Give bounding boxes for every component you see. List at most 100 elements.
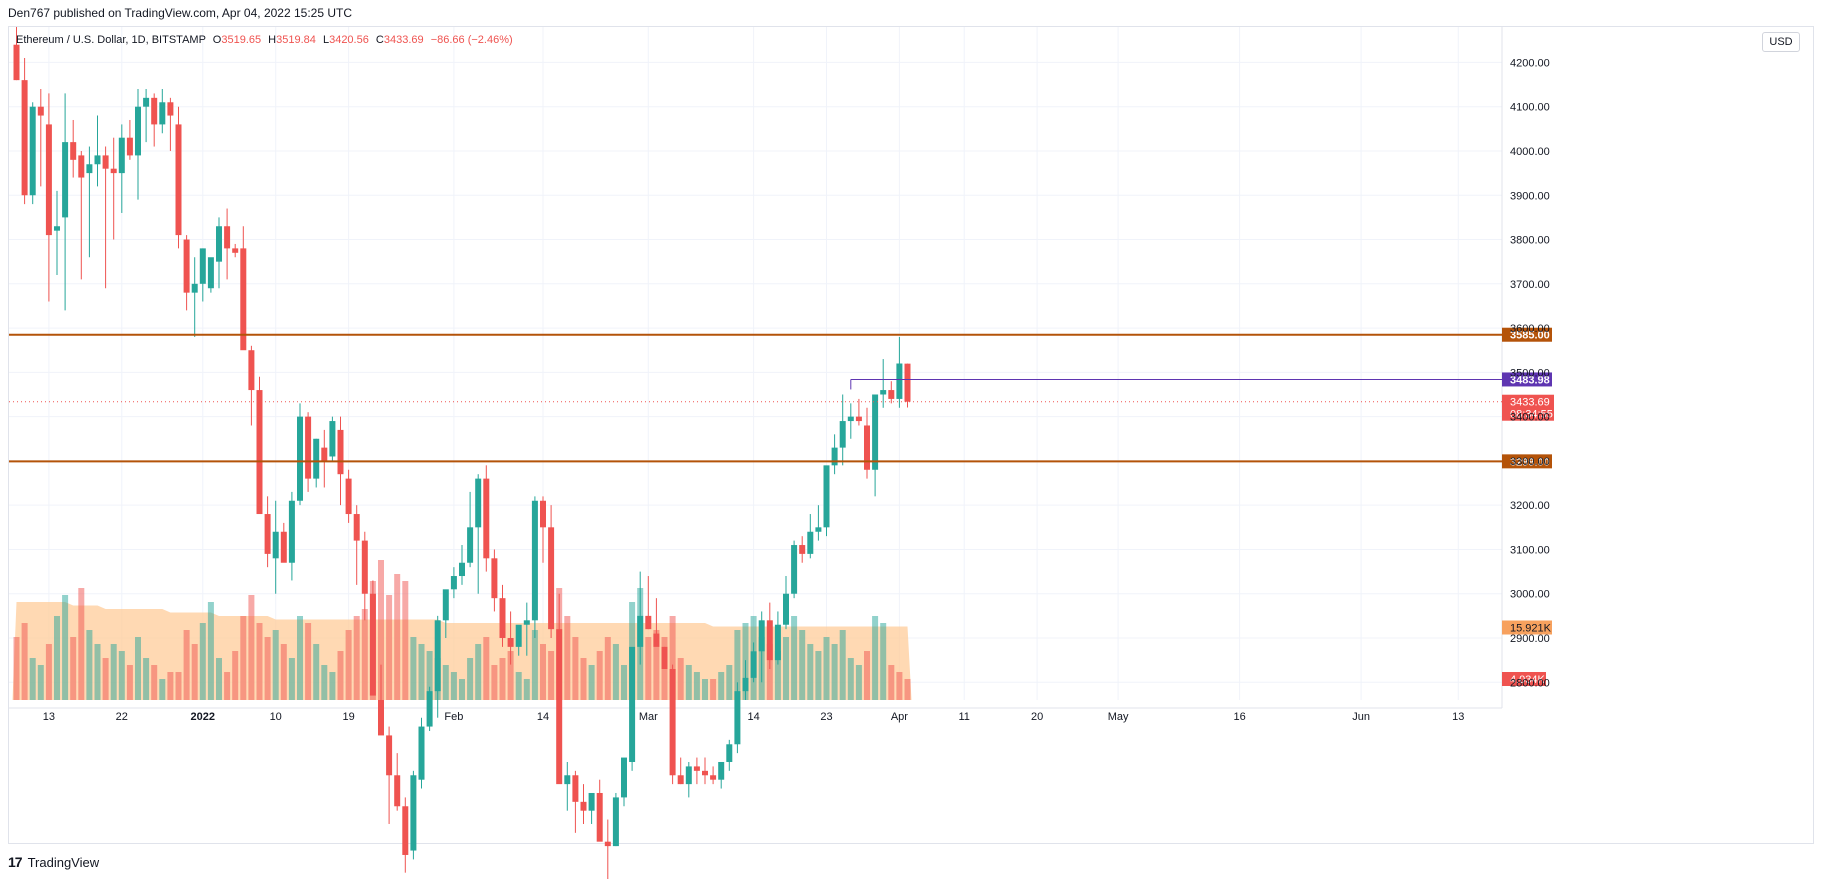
candle-body — [467, 527, 474, 563]
volume-bar — [596, 651, 603, 700]
volume-bar — [531, 630, 538, 700]
volume-bar — [888, 665, 895, 700]
candle-body — [288, 500, 295, 563]
time-tick-label: Apr — [891, 711, 908, 723]
currency-button[interactable]: USD — [1762, 32, 1800, 52]
volume-bar — [232, 651, 239, 700]
volume-bar — [86, 630, 93, 700]
candle-body — [102, 155, 109, 169]
time-tick-label: May — [1108, 711, 1129, 723]
time-tick-label: 23 — [820, 711, 832, 723]
volume-bar — [167, 672, 174, 700]
volume-bar — [288, 658, 295, 700]
volume-bar — [321, 665, 328, 700]
time-tick-label: 22 — [116, 711, 128, 723]
price-tick-label: 3100.00 — [1510, 544, 1550, 556]
candle-body — [313, 438, 320, 479]
volume-bar — [29, 658, 36, 700]
volume-bar — [191, 644, 198, 700]
symbol-legend: Ethereum / U.S. Dollar, 1D, BITSTAMP O35… — [16, 34, 513, 46]
volume-ma-tag — [1502, 620, 1552, 635]
close-label: C — [375, 34, 384, 46]
volume-bar — [515, 672, 522, 700]
candle-body — [264, 514, 271, 554]
volume-bar — [847, 658, 854, 700]
price-tick-label: 2900.00 — [1510, 633, 1550, 645]
candle-body — [305, 416, 312, 479]
volume-bar — [394, 574, 401, 700]
time-tick-label: 13 — [1452, 711, 1464, 723]
volume-bar — [839, 630, 846, 700]
candle-body — [661, 646, 668, 670]
time-tick-label: 14 — [747, 711, 759, 723]
volume-bar — [807, 644, 814, 700]
volume-label: 4.034K — [1510, 674, 1546, 686]
last-price-tag — [1502, 394, 1554, 421]
volume-bar — [110, 644, 117, 700]
price-tick-label: 3600.00 — [1510, 323, 1550, 335]
volume-bar — [904, 679, 911, 700]
volume-bar — [702, 679, 708, 700]
candle-body — [240, 248, 247, 351]
volume-bar — [207, 602, 214, 700]
volume-bar — [297, 616, 303, 700]
volume-tag — [1502, 672, 1546, 686]
candle-body — [329, 421, 336, 457]
candle-body — [766, 620, 773, 661]
candle-body — [791, 545, 798, 594]
volume-bar — [799, 630, 806, 700]
candle-body — [815, 527, 822, 532]
candle-body — [216, 226, 222, 262]
volume-bar — [483, 637, 490, 700]
candle-body — [143, 97, 150, 107]
volume-bar — [240, 616, 247, 700]
candle-body — [297, 416, 303, 501]
candle-body — [548, 527, 555, 630]
volume-bar — [410, 637, 417, 700]
candle-body — [256, 390, 263, 515]
price-tick-label: 3000.00 — [1510, 589, 1550, 601]
volume-bar — [815, 651, 822, 700]
candle-body — [394, 775, 401, 807]
volume-bar — [345, 630, 352, 700]
candle-body — [718, 761, 725, 780]
volume-bar — [491, 665, 498, 700]
candle-body — [37, 106, 44, 116]
volume-bar — [45, 644, 52, 700]
candle-body — [70, 142, 77, 160]
candle-body — [78, 155, 85, 178]
time-tick-label: Jun — [1352, 711, 1370, 723]
volume-bar — [272, 630, 279, 700]
level-price-label: 3299.00 — [1510, 456, 1550, 468]
volume-bar — [264, 637, 271, 700]
candle-body — [855, 416, 862, 422]
volume-bar — [248, 595, 255, 700]
volume-bar — [588, 665, 595, 700]
volume-bar — [62, 595, 69, 700]
open-label: O — [212, 34, 222, 46]
volume-bar — [54, 616, 60, 700]
candle-body — [596, 792, 603, 842]
volume-bar — [621, 665, 627, 700]
candle-body — [272, 531, 279, 559]
price-tick-label: 3500.00 — [1510, 367, 1550, 379]
candle-body — [872, 394, 879, 470]
volume-bar — [548, 651, 555, 700]
volume-bar — [880, 623, 887, 700]
candle-body — [580, 801, 587, 811]
volume-bar — [791, 616, 798, 700]
volume-bar — [224, 672, 231, 700]
candle-body — [175, 124, 182, 236]
candle-body — [410, 775, 417, 851]
volume-bar — [783, 637, 789, 700]
candle-body — [653, 633, 660, 647]
footer[interactable]: 17 TradingView — [8, 854, 99, 870]
volume-bar — [305, 623, 312, 700]
volume-bar — [151, 665, 158, 700]
volume-bar — [540, 644, 546, 700]
candle-body — [864, 425, 870, 470]
volume-bar — [580, 658, 587, 700]
tradingview-logo-icon: 17 — [8, 854, 23, 870]
candle-body — [612, 797, 619, 847]
